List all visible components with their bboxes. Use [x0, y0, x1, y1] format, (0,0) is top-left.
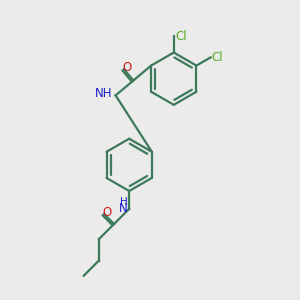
Text: NH: NH — [95, 87, 112, 101]
Text: O: O — [103, 206, 112, 219]
Text: N: N — [119, 202, 128, 215]
Text: O: O — [123, 61, 132, 74]
Text: H: H — [120, 197, 128, 207]
Text: Cl: Cl — [212, 51, 224, 64]
Text: Cl: Cl — [175, 30, 187, 43]
